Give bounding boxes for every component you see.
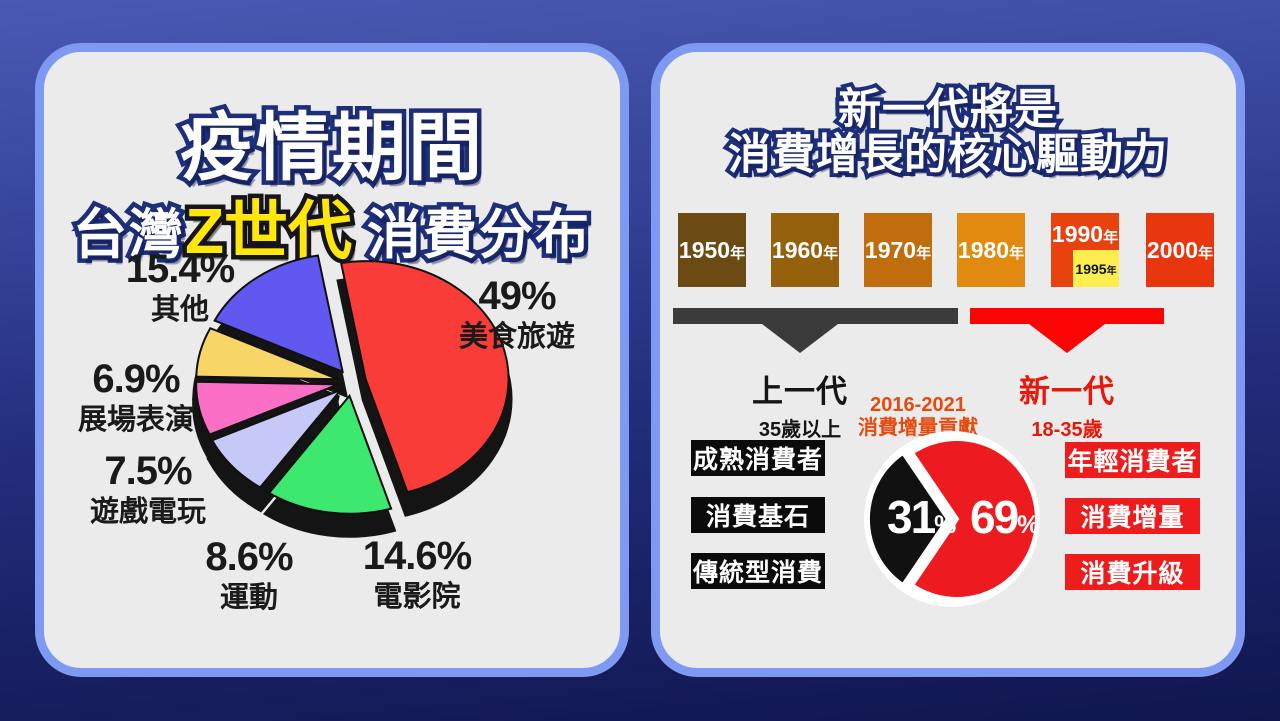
year-suffix: 年	[916, 244, 932, 262]
pie-label-others: 15.4% 其他	[125, 247, 235, 327]
year-2000: 2000	[1146, 236, 1199, 263]
year-1995: 1995	[1075, 260, 1107, 277]
year-1980: 1980	[957, 236, 1010, 263]
right-panel: 新一代將是 消費增長的核心驅動力 1950年 1960年 1970年 1980年…	[651, 43, 1245, 677]
old-gen-heading: 上一代 35歲以上	[752, 366, 848, 442]
timeline-year-box: 1970年	[864, 213, 932, 287]
year-suffix: 年	[1106, 265, 1117, 277]
pie-name-food-travel: 美食旅遊	[458, 321, 576, 354]
old-gen-label: 上一代	[752, 374, 848, 409]
pie-value-gaming: 7.5%	[104, 449, 192, 493]
gen-z-spending-pie-chart	[192, 254, 513, 538]
year-1960: 1960	[771, 236, 824, 263]
year-1950: 1950	[678, 236, 731, 263]
right-title-line1: 新一代將是	[834, 83, 1061, 136]
timeline-year-box: 1950年	[678, 213, 746, 287]
left-title-highlight: Z世代	[180, 191, 356, 272]
old-gen-sublabel: 35歲以上	[758, 419, 842, 441]
left-title-prefix: 台灣	[68, 201, 187, 270]
year-1990: 1990	[1051, 221, 1104, 247]
timeline-year-box: 1990年 1995年	[1051, 213, 1119, 287]
pie-value-others: 15.4%	[125, 247, 235, 291]
new-gen-label: 新一代	[1019, 374, 1115, 409]
year-suffix: 年	[1103, 229, 1119, 246]
old-gen-arrow-down-icon	[762, 324, 838, 353]
pie-label-sports: 8.6% 運動	[205, 535, 293, 615]
new-gen-percent-number: 69	[970, 491, 1019, 543]
year-suffix: 年	[730, 244, 746, 262]
contribution-pie-chart	[864, 431, 1040, 607]
new-gen-arrow-down-icon	[1029, 324, 1105, 353]
pie-value-food-travel: 49%	[478, 274, 556, 318]
pie-name-others: 其他	[150, 294, 210, 327]
pie-name-exhibitions: 展場表演	[77, 404, 195, 437]
year-1970: 1970	[864, 236, 917, 263]
old-gen-tag-1: 成熟消費者	[691, 440, 825, 476]
pie-value-exhibitions: 6.9%	[92, 357, 180, 401]
right-title-line2: 消費增長的核心驅動力	[724, 128, 1171, 181]
new-gen-tag-3: 消費升級	[1065, 554, 1200, 590]
year-suffix: 年	[1009, 244, 1025, 262]
new-gen-heading: 新一代 18-35歲	[1019, 366, 1115, 442]
percent-sign: %	[1017, 511, 1040, 539]
pie-label-gaming: 7.5% 遊戲電玩	[89, 449, 207, 529]
old-gen-bracket-bar	[673, 308, 958, 324]
left-title-suffix: 消費分布	[363, 201, 594, 270]
new-gen-sublabel: 18-35歲	[1031, 419, 1103, 441]
left-title-line1: 疫情期間	[176, 102, 487, 194]
timeline-year-box: 1980年	[957, 213, 1025, 287]
old-gen-tag-2: 消費基石	[691, 497, 825, 533]
percent-sign: %	[934, 511, 957, 539]
pie-name-cinema: 電影院	[373, 581, 461, 614]
new-gen-bracket-bar	[970, 308, 1164, 324]
old-gen-percent-number: 31	[887, 491, 936, 543]
year-1995-chip: 1995年	[1073, 250, 1119, 287]
pie-value-cinema: 14.6%	[362, 534, 472, 578]
right-title: 新一代將是 消費增長的核心驅動力	[660, 83, 1236, 181]
old-gen-tag-3: 傳統型消費	[691, 553, 825, 589]
left-title-line2: 台灣Z世代 消費分布	[44, 180, 620, 272]
pie-label-cinema: 14.6% 電影院	[362, 534, 472, 614]
pie-label-food-travel: 49% 美食旅遊	[458, 274, 576, 354]
timeline-year-box: 1960年	[771, 213, 839, 287]
caption-years: 2016-2021	[870, 394, 966, 416]
timeline-year-box: 2000年	[1146, 213, 1214, 287]
pie-value-old-gen: 31%	[887, 490, 956, 544]
pie-name-gaming: 遊戲電玩	[89, 496, 207, 529]
pie-value-sports: 8.6%	[205, 535, 293, 579]
new-gen-tag-1: 年輕消費者	[1065, 442, 1200, 478]
pie-label-exhibitions: 6.9% 展場表演	[77, 357, 195, 437]
year-suffix: 年	[823, 244, 839, 262]
pie-value-new-gen: 69%	[970, 490, 1039, 544]
year-suffix: 年	[1198, 244, 1214, 262]
pie-name-sports: 運動	[219, 582, 279, 615]
new-gen-tag-2: 消費增量	[1065, 498, 1200, 534]
left-panel: 疫情期間 台灣Z世代 消費分布 15.4% 其他 49% 美食旅遊 6.9% 展…	[35, 43, 629, 677]
